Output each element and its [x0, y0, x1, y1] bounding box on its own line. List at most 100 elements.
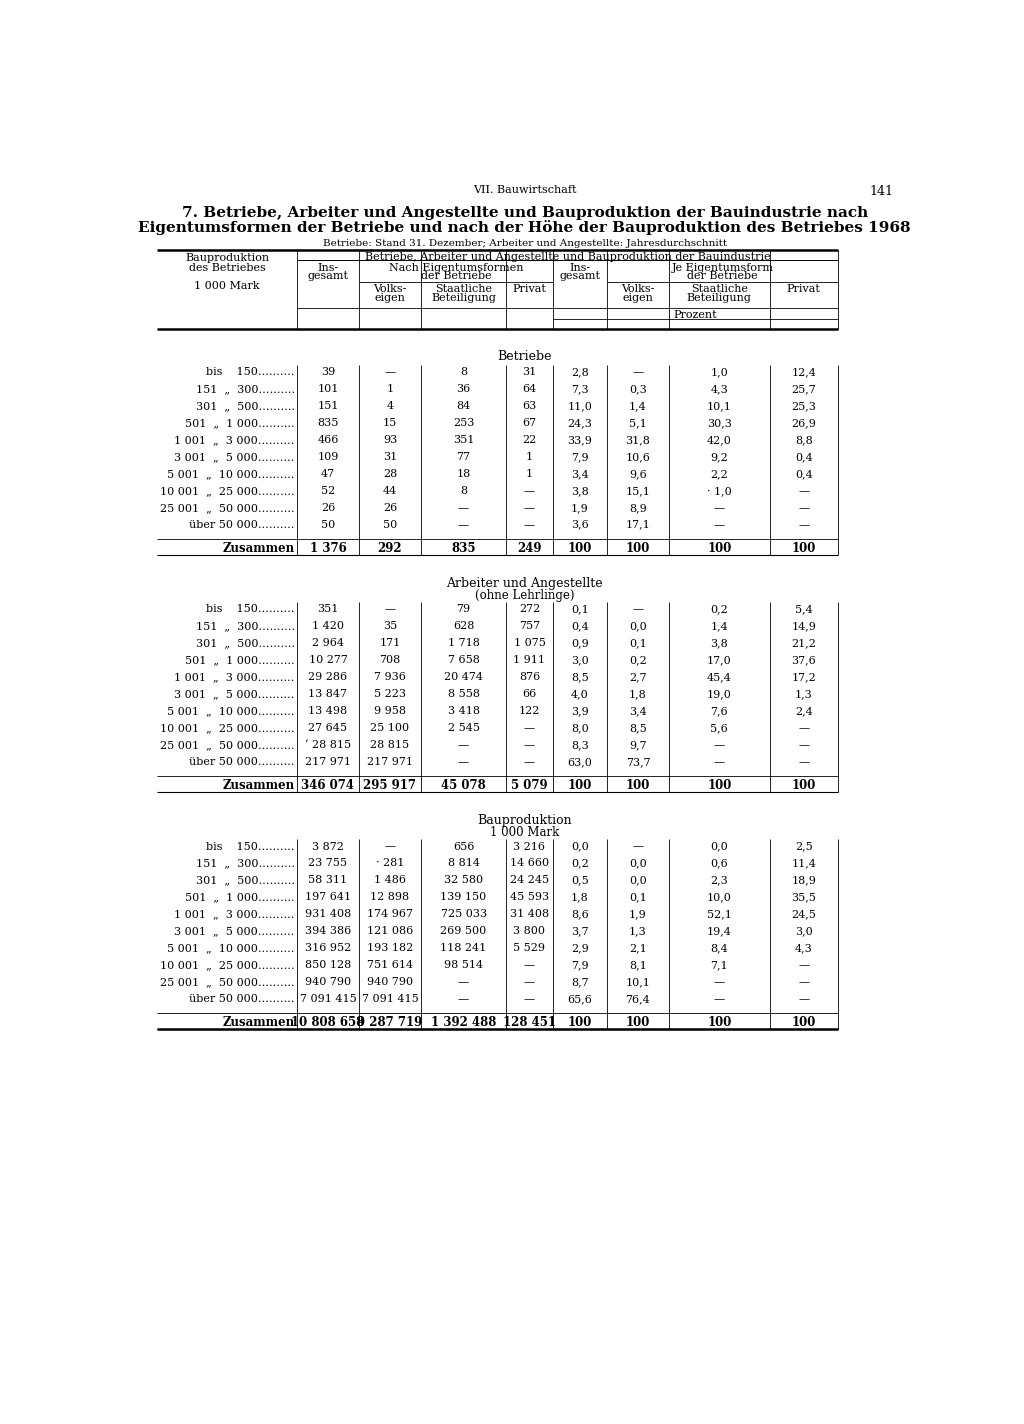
Text: 84: 84 [457, 402, 471, 412]
Text: 249: 249 [517, 543, 542, 555]
Text: —: — [799, 740, 809, 750]
Text: 0,2: 0,2 [571, 859, 589, 869]
Text: 25,3: 25,3 [792, 402, 816, 412]
Text: 151  „  300……….: 151 „ 300………. [196, 384, 295, 394]
Text: 2,9: 2,9 [571, 943, 589, 953]
Text: 8,8: 8,8 [795, 434, 813, 444]
Text: 253: 253 [453, 419, 474, 429]
Text: 0,9: 0,9 [571, 638, 589, 648]
Text: 0,2: 0,2 [629, 655, 647, 665]
Text: 7 658: 7 658 [447, 655, 479, 665]
Text: —: — [524, 723, 535, 733]
Text: 3,8: 3,8 [711, 638, 728, 648]
Text: Arbeiter und Angestellte: Arbeiter und Angestellte [446, 577, 603, 590]
Text: 5,1: 5,1 [629, 419, 647, 429]
Text: —: — [799, 756, 809, 768]
Text: 31: 31 [522, 367, 537, 377]
Text: 835: 835 [317, 419, 339, 429]
Text: 3,7: 3,7 [571, 926, 589, 936]
Text: 8,5: 8,5 [571, 672, 589, 682]
Text: 37,6: 37,6 [792, 655, 816, 665]
Text: des Betriebes: des Betriebes [188, 262, 265, 272]
Text: über 50 000……….: über 50 000………. [189, 756, 295, 768]
Text: Staatliche: Staatliche [435, 283, 493, 295]
Text: 4,3: 4,3 [711, 384, 728, 394]
Text: Zusammen: Zusammen [222, 543, 295, 555]
Text: —: — [524, 486, 535, 496]
Text: 7,9: 7,9 [571, 960, 589, 970]
Text: —: — [524, 503, 535, 513]
Text: 100: 100 [567, 543, 592, 555]
Text: —: — [799, 520, 809, 530]
Text: 4,0: 4,0 [571, 689, 589, 699]
Text: 29 286: 29 286 [308, 672, 347, 682]
Text: 63: 63 [522, 402, 537, 412]
Text: 708: 708 [379, 655, 400, 665]
Text: 3 418: 3 418 [447, 706, 479, 716]
Text: (ohne Lehrlinge): (ohne Lehrlinge) [475, 590, 574, 602]
Text: 31: 31 [383, 451, 397, 461]
Text: 1 911: 1 911 [513, 655, 546, 665]
Text: 757: 757 [519, 621, 540, 631]
Text: 19,0: 19,0 [707, 689, 732, 699]
Text: 0,0: 0,0 [629, 859, 647, 869]
Text: 346 074: 346 074 [301, 779, 354, 792]
Text: 7 936: 7 936 [374, 672, 406, 682]
Text: 18,9: 18,9 [792, 876, 816, 886]
Text: eigen: eigen [375, 292, 406, 302]
Text: 4: 4 [386, 402, 393, 412]
Text: 52: 52 [321, 486, 335, 496]
Text: 501  „  1 000……….: 501 „ 1 000………. [185, 893, 295, 903]
Text: 14 660: 14 660 [510, 859, 549, 869]
Text: 301  „  500……….: 301 „ 500………. [196, 402, 295, 412]
Text: 122: 122 [519, 706, 540, 716]
Text: Eigentumsformen der Betriebe und nach der Höhe der Bauproduktion des Betriebes 1: Eigentumsformen der Betriebe und nach de… [138, 221, 911, 235]
Text: 1,9: 1,9 [629, 910, 647, 920]
Text: —: — [799, 977, 809, 987]
Text: 3,9: 3,9 [571, 706, 589, 716]
Text: —: — [633, 604, 643, 614]
Text: 35: 35 [383, 621, 397, 631]
Text: 12,4: 12,4 [792, 367, 816, 377]
Text: 10 001  „  25 000……….: 10 001 „ 25 000………. [160, 960, 295, 970]
Text: Betriebe: Stand 31. Dezember; Arbeiter und Angestellte: Jahresdurchschnitt: Betriebe: Stand 31. Dezember; Arbeiter u… [323, 239, 727, 248]
Text: 5 079: 5 079 [511, 779, 548, 792]
Text: —: — [714, 503, 725, 513]
Text: Ins-: Ins- [317, 262, 339, 272]
Text: bis    150……….: bis 150………. [206, 842, 295, 852]
Text: 10,0: 10,0 [707, 893, 732, 903]
Text: —: — [524, 960, 535, 970]
Text: —: — [714, 740, 725, 750]
Text: —: — [524, 977, 535, 987]
Text: 1 718: 1 718 [447, 638, 479, 648]
Text: 394 386: 394 386 [305, 926, 351, 936]
Text: 73,7: 73,7 [626, 756, 650, 768]
Text: 47: 47 [321, 468, 335, 478]
Text: 18: 18 [457, 468, 471, 478]
Text: 10,1: 10,1 [626, 977, 650, 987]
Text: 3,0: 3,0 [571, 655, 589, 665]
Text: 79: 79 [457, 604, 471, 614]
Text: 100: 100 [792, 1017, 816, 1030]
Text: 1,3: 1,3 [629, 926, 647, 936]
Text: 31,8: 31,8 [626, 434, 650, 444]
Text: 67: 67 [522, 419, 537, 429]
Text: 100: 100 [708, 543, 731, 555]
Text: 25 100: 25 100 [371, 723, 410, 733]
Text: 25,7: 25,7 [792, 384, 816, 394]
Text: 25 001  „  50 000……….: 25 001 „ 50 000………. [160, 503, 295, 513]
Text: 50: 50 [321, 520, 335, 530]
Text: 9,7: 9,7 [629, 740, 647, 750]
Text: Nach Eigentumsformen: Nach Eigentumsformen [388, 262, 523, 272]
Text: über 50 000……….: über 50 000………. [189, 994, 295, 1004]
Text: 64: 64 [522, 384, 537, 394]
Text: 36: 36 [457, 384, 471, 394]
Text: Zusammen: Zusammen [222, 1017, 295, 1030]
Text: 10,1: 10,1 [707, 402, 732, 412]
Text: 171: 171 [379, 638, 400, 648]
Text: 9 287 719: 9 287 719 [357, 1017, 423, 1030]
Text: 8,6: 8,6 [571, 910, 589, 920]
Text: 1 001  „  3 000……….: 1 001 „ 3 000………. [174, 910, 295, 920]
Text: —: — [714, 520, 725, 530]
Text: 30,3: 30,3 [707, 419, 732, 429]
